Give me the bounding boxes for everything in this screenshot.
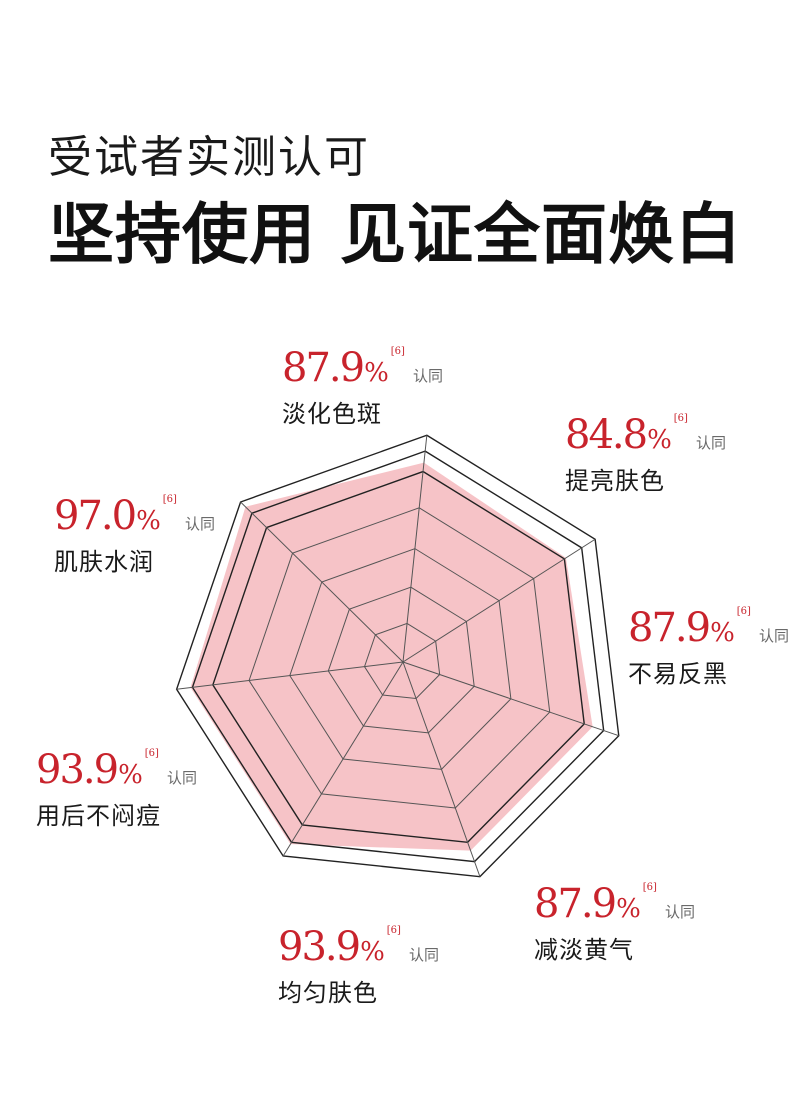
agree-label: 认同 bbox=[184, 515, 215, 533]
value-row: 87.9% [6] 认同 bbox=[534, 881, 695, 927]
spoke bbox=[402, 538, 596, 663]
percent-sign: % bbox=[360, 937, 385, 967]
spoke bbox=[282, 661, 404, 857]
subtitle: 受试者实测认可 bbox=[48, 132, 370, 183]
value-label: 93.9% bbox=[36, 747, 143, 793]
label-group: 93.9% [6] 认同 用后不闷痘 bbox=[36, 747, 197, 831]
reference-mark: [6] bbox=[144, 748, 159, 759]
agree-label: 认同 bbox=[412, 367, 443, 385]
grid-ring bbox=[212, 470, 585, 844]
percent-sign: % bbox=[710, 618, 735, 648]
value-label: 87.9% bbox=[628, 605, 735, 651]
reference-mark: [6] bbox=[642, 882, 657, 893]
agree-label: 认同 bbox=[664, 903, 695, 921]
value-label: 84.8% bbox=[565, 412, 672, 458]
reference-mark: [6] bbox=[736, 606, 751, 617]
reference-mark: [6] bbox=[390, 346, 405, 357]
grid-ring bbox=[175, 434, 620, 878]
value-row: 97.0% [6] 认同 bbox=[54, 493, 215, 539]
category-label: 肌肤水润 bbox=[54, 548, 154, 576]
spoke bbox=[402, 661, 619, 737]
label-group: 84.8% [6] 认同提亮肤色 bbox=[565, 412, 726, 496]
label-group: 97.0% [6] 认同肌肤水润 bbox=[54, 493, 215, 577]
value-row: 93.9% [6] 认同 bbox=[36, 747, 197, 793]
reference-mark: [6] bbox=[673, 413, 688, 424]
data-area bbox=[190, 462, 593, 851]
spoke bbox=[402, 435, 428, 663]
category-label: 淡化色斑 bbox=[282, 400, 382, 428]
grid-ring bbox=[191, 450, 605, 863]
agree-label: 认同 bbox=[695, 434, 726, 452]
grid-ring bbox=[289, 548, 512, 770]
grid-ring bbox=[248, 507, 551, 809]
label-group: 93.9% [6] 认同均匀肤色 bbox=[278, 924, 439, 1008]
value-label: 93.9% bbox=[278, 924, 385, 970]
value-label: 87.9% bbox=[534, 881, 641, 927]
category-label: 均匀肤色 bbox=[278, 979, 378, 1007]
category-label: 用后不闷痘 bbox=[36, 802, 161, 830]
category-label: 不易反黑 bbox=[628, 660, 728, 688]
value-row: 93.9% [6] 认同 bbox=[278, 924, 439, 970]
spoke bbox=[402, 661, 481, 877]
percent-sign: % bbox=[118, 760, 143, 790]
header: 受试者实测认可 坚持使用 见证全面焕白 bbox=[48, 132, 742, 271]
page-title: 坚持使用 见证全面焕白 bbox=[48, 195, 742, 273]
category-label: 减淡黄气 bbox=[534, 936, 634, 964]
spoke bbox=[240, 501, 404, 663]
percent-sign: % bbox=[647, 425, 672, 455]
value-row: 87.9% [6] 认同 bbox=[628, 605, 789, 651]
label-group: 87.9% [6] 认同淡化色斑 bbox=[282, 345, 443, 429]
agree-label: 认同 bbox=[408, 946, 439, 964]
value-label: 87.9% bbox=[282, 345, 389, 391]
agree-label: 认同 bbox=[166, 769, 197, 787]
label-group: 87.9% [6] 认同不易反黑 bbox=[628, 605, 789, 689]
agree-label: 认同 bbox=[758, 627, 789, 645]
percent-sign: % bbox=[364, 358, 389, 388]
percent-sign: % bbox=[136, 506, 161, 536]
category-label: 提亮肤色 bbox=[565, 467, 665, 495]
reference-mark: [6] bbox=[162, 494, 177, 505]
value-label: 97.0% bbox=[54, 493, 161, 539]
value-row: 84.8% [6] 认同 bbox=[565, 412, 726, 458]
label-group: 87.9% [6] 认同减淡黄气 bbox=[534, 881, 695, 965]
grid-ring bbox=[363, 622, 441, 700]
reference-mark: [6] bbox=[386, 925, 401, 936]
percent-sign: % bbox=[616, 894, 641, 924]
grid-ring bbox=[327, 586, 475, 734]
value-row: 87.9% [6] 认同 bbox=[282, 345, 443, 391]
spoke bbox=[176, 661, 404, 690]
